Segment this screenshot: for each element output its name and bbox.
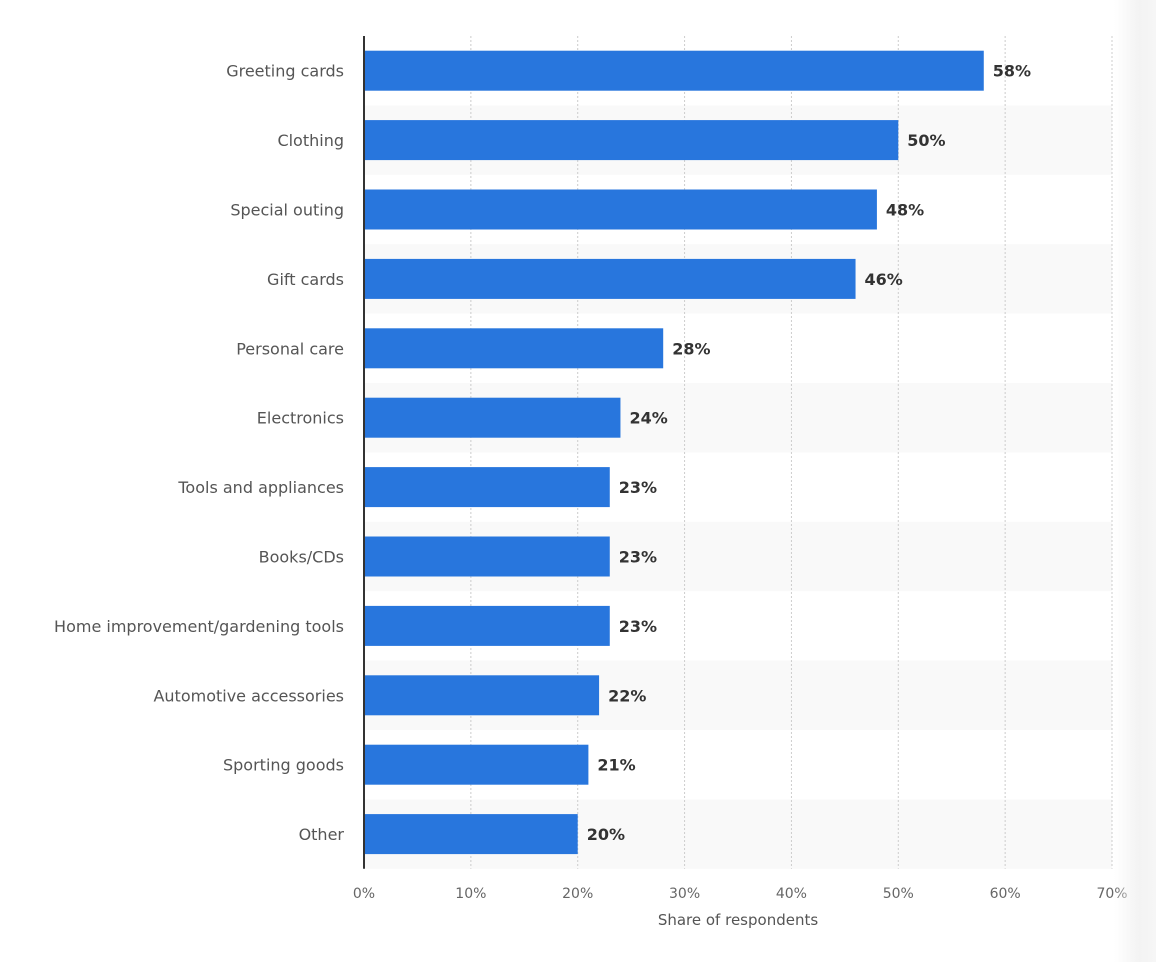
category-labels: Greeting cards Clothing Special outing Gift… — [54, 62, 344, 844]
x-tick-label: 30% — [669, 886, 700, 902]
bar — [364, 120, 899, 161]
value-label: 24% — [629, 409, 667, 428]
x-tick-label: 20% — [562, 886, 593, 902]
category-label: Gift cards — [267, 270, 344, 289]
value-label: 21% — [597, 756, 635, 775]
bar — [364, 467, 610, 508]
value-label: 23% — [619, 478, 657, 497]
scroll-edge-shadow — [1114, 0, 1156, 962]
bar — [364, 397, 621, 438]
bar — [364, 328, 664, 369]
gridlines — [470, 36, 1113, 869]
category-label: Personal care — [236, 339, 344, 358]
bar — [364, 814, 578, 855]
bar — [364, 744, 589, 785]
value-label: 28% — [672, 339, 710, 358]
x-tick-label: 10% — [455, 886, 486, 902]
bars — [364, 50, 984, 855]
category-label: Greeting cards — [226, 62, 344, 81]
value-label: 50% — [907, 131, 945, 150]
bar — [364, 605, 610, 646]
category-label: Electronics — [257, 409, 344, 428]
x-tick-label: 60% — [990, 886, 1021, 902]
bar — [364, 189, 877, 230]
value-label: 22% — [608, 686, 646, 705]
value-label: 20% — [587, 825, 625, 844]
category-label: Books/CDs — [259, 548, 344, 567]
bar — [364, 50, 984, 91]
x-tick-label: 50% — [883, 886, 914, 902]
value-labels: 58% 50% 48% 46% 28% 24% 23% 23% 23% 22% 21% 20% — [587, 62, 1031, 844]
value-label: 23% — [619, 617, 657, 636]
category-label: Other — [299, 825, 345, 844]
x-tick-label: 0% — [353, 886, 375, 902]
category-label: Home improvement/gardening tools — [54, 617, 344, 636]
category-label: Sporting goods — [223, 756, 344, 775]
bar — [364, 258, 856, 299]
bar — [364, 675, 600, 716]
category-label: Tools and appliances — [177, 478, 344, 497]
x-axis-title: Share of respondents — [658, 911, 819, 929]
value-label: 46% — [865, 270, 903, 289]
value-label: 23% — [619, 548, 657, 567]
x-tick-label: 40% — [776, 886, 807, 902]
category-label: Clothing — [277, 131, 344, 150]
value-label: 48% — [886, 201, 924, 220]
value-label: 58% — [993, 62, 1031, 81]
category-label: Automotive accessories — [153, 686, 344, 705]
bar — [364, 536, 610, 577]
x-tick-labels: 0% 10% 20% 30% 40% 50% 60% 70% — [353, 886, 1128, 902]
category-label: Special outing — [230, 201, 344, 220]
